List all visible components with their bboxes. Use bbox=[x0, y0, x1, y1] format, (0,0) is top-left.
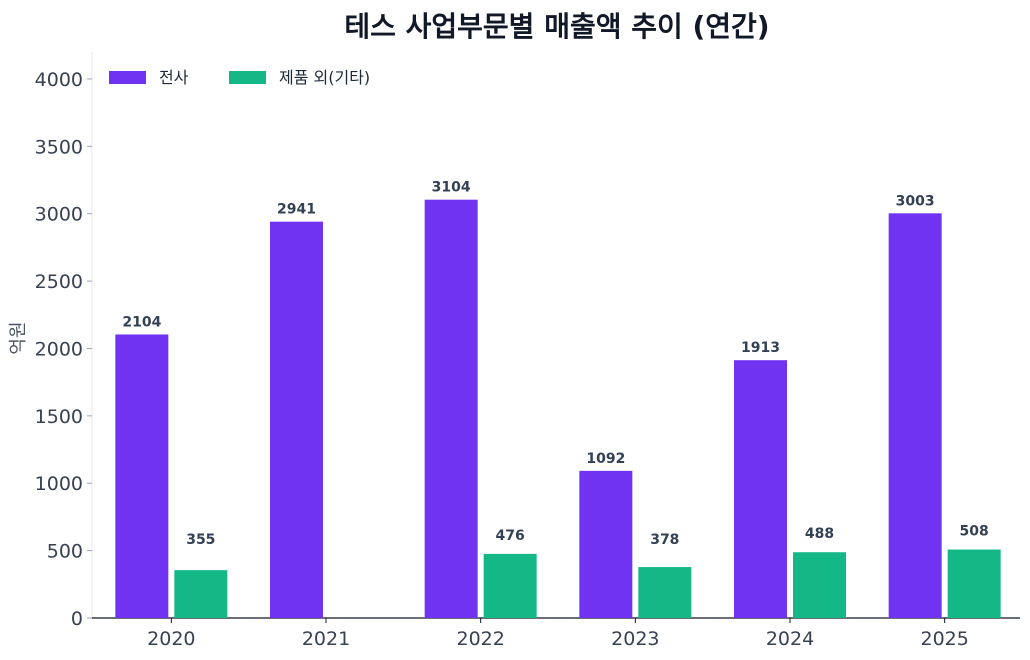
data-label-total-2024: 1913 bbox=[741, 340, 780, 356]
data-label-other-2025: 508 bbox=[960, 524, 989, 540]
bar-total-2023 bbox=[579, 470, 633, 618]
data-label-other-2024: 488 bbox=[805, 526, 834, 542]
data-label-total-2021: 2941 bbox=[277, 202, 316, 218]
data-label-other-2020: 355 bbox=[186, 532, 215, 548]
y-tick-label: 3000 bbox=[35, 204, 83, 226]
x-tick-label: 2020 bbox=[147, 628, 195, 650]
data-label-other-2023: 378 bbox=[650, 532, 679, 548]
data-label-total-2022: 3104 bbox=[432, 180, 471, 196]
bar-total-2021 bbox=[270, 221, 323, 619]
bar-total-2025 bbox=[888, 213, 942, 618]
y-axis-title: 억원 bbox=[8, 321, 29, 354]
legend-swatch-전사 bbox=[109, 71, 146, 84]
bars bbox=[115, 199, 1001, 619]
y-tick-label: 1500 bbox=[35, 406, 83, 428]
y-tick-label: 3500 bbox=[35, 136, 83, 158]
legend: 전사 제품 외(기타) bbox=[109, 68, 370, 87]
y-tick-label: 2500 bbox=[35, 271, 83, 293]
data-label-other-2022: 476 bbox=[496, 528, 525, 544]
y-tick-label: 1000 bbox=[35, 473, 83, 495]
legend-label-제품외기타: 제품 외(기타) bbox=[279, 68, 370, 87]
bar-total-2024 bbox=[734, 360, 787, 618]
data-labels: 2104 355 2941 3104 476 1092 378 1913 488 3003 508 bbox=[122, 180, 988, 548]
bar-other-2025 bbox=[947, 549, 1001, 618]
y-tick-label: 0 bbox=[71, 608, 83, 630]
bar-total-2022 bbox=[424, 199, 478, 619]
x-tick-label: 2024 bbox=[766, 628, 814, 650]
bar-other-2024 bbox=[793, 552, 846, 618]
bar-other-2023 bbox=[638, 567, 692, 618]
legend-label-전사: 전사 bbox=[159, 68, 189, 87]
bar-other-2020 bbox=[174, 570, 228, 618]
chart-title: 테스 사업부문별 매출액 추이 (연간) bbox=[344, 10, 769, 43]
y-tick-label: 500 bbox=[47, 541, 83, 563]
y-tick-label: 2000 bbox=[35, 338, 83, 360]
data-label-total-2023: 1092 bbox=[586, 451, 625, 467]
x-tick-label: 2023 bbox=[611, 628, 659, 650]
data-label-total-2025: 3003 bbox=[896, 193, 935, 209]
x-tick-label: 2022 bbox=[456, 628, 504, 650]
data-label-total-2020: 2104 bbox=[122, 314, 161, 330]
axes: 0 500 1000 1500 2000 2500 3000 3500 4000 2020 2021… bbox=[35, 52, 1020, 650]
legend-swatch-제품외기타 bbox=[229, 71, 266, 84]
x-tick-label: 2025 bbox=[920, 628, 968, 650]
bar-other-2022 bbox=[483, 553, 537, 618]
x-tick-label: 2021 bbox=[302, 628, 350, 650]
y-tick-label: 4000 bbox=[35, 69, 83, 91]
bar-total-2020 bbox=[115, 334, 169, 618]
